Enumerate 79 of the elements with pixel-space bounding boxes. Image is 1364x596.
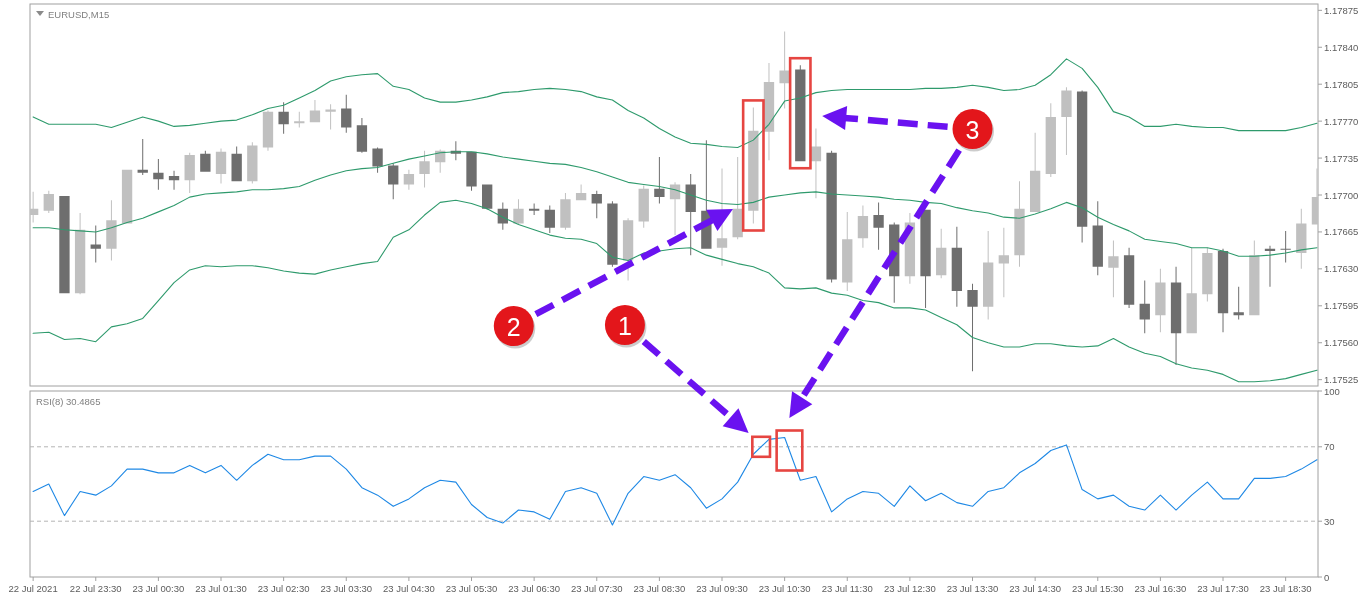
candlestick	[607, 201, 618, 267]
x-tick-label: 23 Jul 09:30	[696, 582, 748, 594]
candlestick	[654, 157, 665, 204]
x-tick-label: 23 Jul 17:30	[1197, 582, 1249, 594]
candlestick	[1061, 87, 1072, 155]
candlestick	[1264, 245, 1276, 287]
candlestick	[1155, 268, 1166, 333]
candlestick	[842, 211, 853, 292]
y-tick-label: 100	[1324, 385, 1340, 397]
y-tick-label: 1.17595	[1324, 300, 1359, 312]
candlestick	[1202, 247, 1213, 302]
candlestick	[356, 117, 368, 153]
annotation: 1	[617, 312, 632, 340]
candlestick	[30, 191, 39, 223]
line-series	[32, 199, 1318, 383]
y-tick-label: 1.17665	[1324, 226, 1359, 238]
candlestick	[1233, 286, 1244, 320]
x-tick-label: 23 Jul 02:30	[257, 582, 310, 594]
x-tick-label: 23 Jul 00:30	[132, 582, 185, 594]
candlestick	[59, 196, 70, 294]
candlestick	[1108, 240, 1119, 298]
x-tick-label: 23 Jul 10:30	[758, 582, 811, 594]
x-tick-label: 23 Jul 06:30	[508, 582, 561, 594]
x-tick-label: 23 Jul 18:30	[1259, 582, 1312, 594]
candlestick	[278, 102, 289, 134]
candlestick	[372, 147, 383, 173]
x-tick-label: 23 Jul 15:30	[1071, 582, 1124, 594]
candlestick	[200, 150, 211, 172]
candlestick	[1280, 230, 1291, 263]
candlestick	[106, 200, 117, 261]
y-tick-label: 1.17560	[1324, 337, 1359, 349]
candlestick	[325, 104, 336, 130]
candlestick	[528, 203, 540, 216]
x-tick-label: 23 Jul 13:30	[946, 582, 999, 594]
y-tick-label: 30	[1324, 515, 1335, 527]
y-tick-label: 1.17735	[1324, 152, 1359, 164]
candlestick	[513, 199, 524, 225]
y-tick-label: 1.17525	[1324, 374, 1359, 386]
text: EURUSD,M15	[48, 8, 110, 20]
candlestick	[967, 283, 978, 372]
annotation: 2	[506, 313, 521, 341]
x-tick-label: 23 Jul 04:30	[383, 582, 435, 594]
x-tick-label: 23 Jul 07:30	[570, 582, 623, 594]
candlestick	[873, 202, 884, 250]
y-tick-label: 1.17875	[1324, 4, 1359, 16]
x-tick-label: 23 Jul 03:30	[320, 582, 373, 594]
y-tick-label: 1.17770	[1324, 115, 1359, 127]
x-tick-label: 23 Jul 12:30	[884, 582, 936, 594]
y-tick-label: 1.17805	[1324, 78, 1359, 90]
annotation: 3	[965, 116, 980, 144]
candlestick	[1014, 181, 1025, 267]
y-tick-label: 70	[1324, 441, 1335, 453]
y-tick-label: 1.17840	[1324, 41, 1359, 53]
candlestick	[1139, 280, 1150, 334]
line-series	[32, 436, 1318, 526]
candlestick	[231, 146, 242, 182]
candlestick	[779, 31, 790, 109]
candlestick	[920, 209, 931, 308]
y-tick-label: 1.17630	[1324, 263, 1359, 275]
x-tick-label: 23 Jul 14:30	[1009, 582, 1062, 594]
x-tick-label: 23 Jul 08:30	[633, 582, 686, 594]
candlestick	[998, 227, 1009, 298]
x-tick-label: 22 Jul 23:30	[69, 582, 122, 594]
text: RSI(8) 30.4865	[36, 395, 101, 407]
x-tick-label: 23 Jul 05:30	[445, 582, 498, 594]
y-tick-label: 1.17700	[1324, 189, 1359, 201]
x-tick-label: 22 Jul 2021	[8, 582, 58, 594]
candlestick	[826, 150, 837, 283]
line-series	[32, 58, 1318, 149]
candlestick	[419, 150, 430, 188]
x-tick-label: 23 Jul 11:30	[821, 582, 873, 594]
candlestick	[153, 159, 164, 190]
candlestick	[466, 151, 477, 191]
line-series	[32, 151, 1318, 257]
x-tick-label: 23 Jul 16:30	[1134, 582, 1187, 594]
x-tick-label: 23 Jul 01:30	[195, 582, 247, 594]
candlestick	[137, 139, 148, 175]
candlestick	[560, 192, 571, 230]
y-tick-label: 0	[1324, 571, 1330, 583]
